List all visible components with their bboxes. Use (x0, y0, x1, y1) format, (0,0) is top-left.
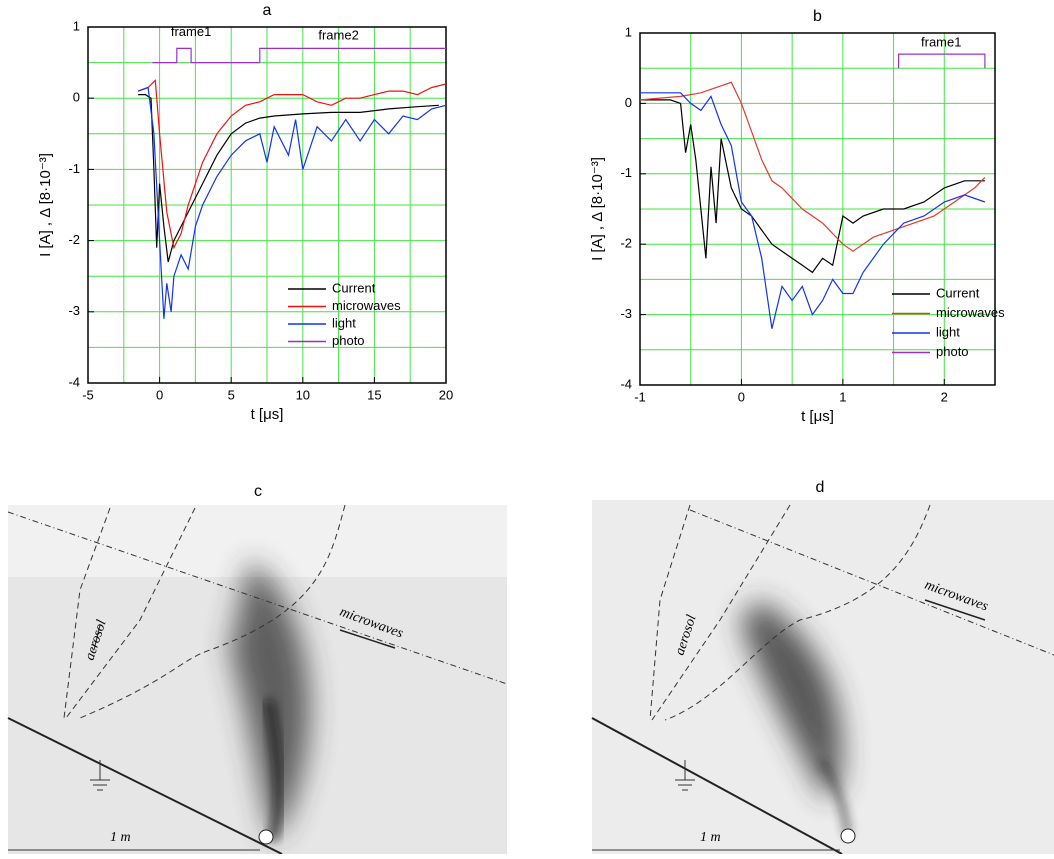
aerosol-boundary (649, 504, 931, 721)
y-tick-label: -1 (68, 161, 80, 176)
photo-c: microwaves aerosol 1 m c (7, 483, 508, 855)
annotation: frame1 (171, 24, 211, 39)
legend-label: Current (936, 285, 980, 300)
y-tick-label: -4 (68, 374, 80, 389)
annotation: frame1 (921, 34, 961, 49)
x-axis-label: t [μs] (801, 408, 834, 425)
microwave-beam (7, 511, 508, 685)
y-tick-label: -2 (68, 232, 80, 247)
aerosol-boundary (63, 504, 346, 719)
chart-title: b (813, 8, 822, 25)
x-tick-label: 15 (367, 387, 381, 402)
legend-label: Current (332, 280, 376, 295)
plot-frame (639, 32, 996, 386)
series-line (152, 47, 446, 64)
microwave-beam (689, 509, 1054, 656)
y-tick-label: 0 (73, 90, 80, 105)
arrow (924, 599, 986, 621)
y-tick-label: -3 (68, 303, 80, 318)
electrode (840, 828, 856, 844)
x-axis-label: t [μs] (251, 406, 284, 423)
annotation: frame2 (318, 28, 358, 43)
photo-d: microwaves aerosol 1 m d (591, 479, 1054, 855)
x-tick-label: 1 (839, 389, 846, 404)
discharge-plume (740, 600, 842, 797)
series-line (640, 99, 985, 274)
x-tick-label: 0 (738, 389, 745, 404)
ground-symbol (90, 760, 110, 791)
ground-symbol (675, 760, 695, 791)
ground-plane (7, 717, 283, 855)
x-tick-label: 10 (296, 387, 310, 402)
x-tick-label: -1 (634, 389, 646, 404)
y-axis-label: I [A] , Δ [8·10⁻³] (37, 153, 54, 257)
x-tick-label: -5 (82, 387, 94, 402)
legend-label: photo (936, 344, 969, 359)
electrode (258, 829, 274, 845)
x-tick-label: 20 (439, 387, 453, 402)
discharge-channel (263, 699, 284, 842)
y-tick-label: 1 (73, 18, 80, 33)
photo-annotation: 1 m (700, 830, 721, 845)
x-tick-label: 2 (941, 389, 948, 404)
legend-label: microwaves (332, 298, 401, 313)
series-line (138, 94, 439, 263)
y-tick-label: -2 (620, 236, 632, 251)
y-tick-label: 1 (625, 24, 632, 39)
y-axis-label: I [A] , Δ [8·10⁻³] (589, 157, 606, 261)
legend-label: light (936, 324, 960, 339)
series-line (137, 86, 447, 319)
arrow (93, 624, 101, 651)
legend-label: light (332, 315, 356, 330)
y-tick-label: 0 (625, 95, 632, 110)
ground-plane (591, 717, 843, 855)
series-line (639, 81, 986, 252)
legend-label: photo (332, 333, 365, 348)
y-tick-label: -3 (620, 306, 632, 321)
legend-label: microwaves (936, 305, 1005, 320)
x-tick-label: 0 (156, 387, 163, 402)
series-line (137, 79, 447, 250)
x-tick-label: 5 (228, 387, 235, 402)
arrow (339, 629, 396, 649)
y-tick-label: -4 (620, 376, 632, 391)
photo-background (8, 505, 507, 577)
photo-annotation: 1 m (110, 830, 131, 845)
plot-frame (87, 26, 447, 384)
series-line (640, 92, 986, 329)
chart-title: a (263, 2, 272, 19)
y-tick-label: -1 (620, 165, 632, 180)
series-line (898, 53, 986, 69)
panel-label: d (816, 479, 825, 496)
panel-label: c (254, 483, 262, 500)
